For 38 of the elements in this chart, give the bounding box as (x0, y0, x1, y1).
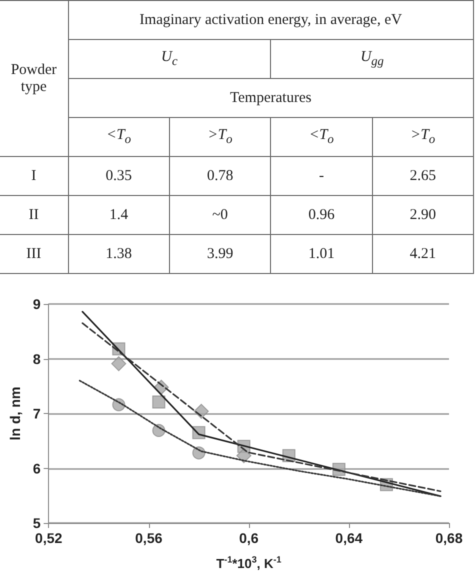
y-tick-label: 8 (32, 350, 41, 367)
text: 0.96 (308, 206, 335, 222)
text: 2.90 (410, 206, 436, 222)
x-tick-label: 0,56 (135, 530, 163, 546)
category-label: III (26, 246, 42, 262)
category-label: >T$_{o}$ (410, 127, 436, 146)
x-tick-label: 0,64 (335, 530, 363, 546)
text: 1.38 (106, 246, 132, 262)
text: 4.21 (410, 246, 436, 262)
text: Temperatures (68, 78, 474, 118)
text: Powder type (0, 0, 68, 156)
text: 1.01 (308, 246, 335, 262)
text: - (318, 168, 324, 184)
line-series (78, 380, 442, 497)
point (152, 396, 166, 409)
y-tick-label: 5 (32, 515, 41, 531)
category-label: >T$_{o}$ (208, 127, 232, 146)
text: 0.78 (206, 168, 234, 184)
text: U$_{gg}$ (360, 49, 384, 68)
x-tick-label: 0,68 (435, 530, 463, 546)
text: 1.4 (109, 206, 128, 222)
x-tick-label: 0,52 (35, 530, 63, 546)
x-tick-label: 0,6 (239, 530, 259, 546)
text: 3.99 (206, 246, 234, 262)
y-tick-label: 7 (32, 406, 41, 422)
category-label: I (31, 168, 36, 184)
point (111, 356, 126, 372)
category-label: <T$_{o}$ (106, 127, 132, 146)
category-label: II (28, 206, 39, 222)
text: 0.35 (106, 168, 132, 184)
y-tick-label: 9 (32, 296, 41, 312)
text: 2.65 (410, 168, 436, 184)
y-axis-title: ln d, nm (7, 386, 23, 440)
y-tick-label: 6 (32, 460, 41, 476)
text: U$_{c}$ (161, 49, 178, 68)
text: ~0 (212, 206, 228, 222)
text: Imaginary activation energy, in average, eV (68, 0, 474, 40)
category-label: <T$_{o}$ (309, 127, 334, 146)
